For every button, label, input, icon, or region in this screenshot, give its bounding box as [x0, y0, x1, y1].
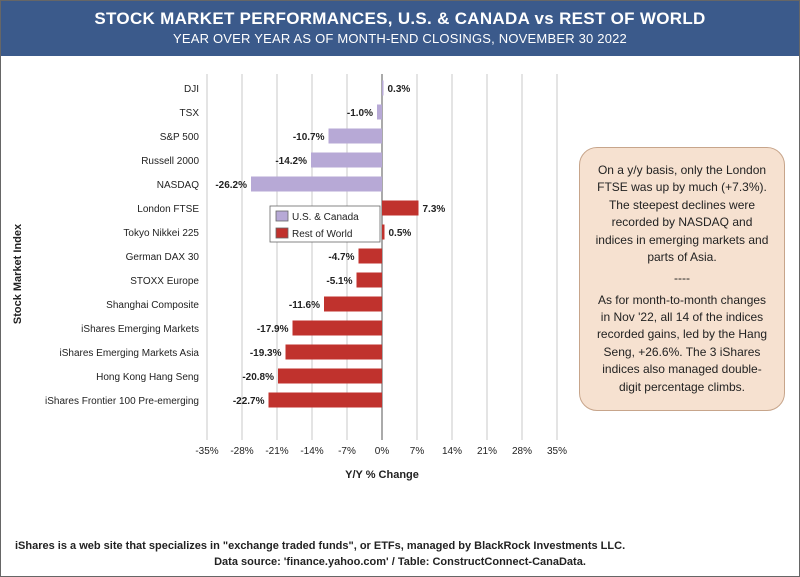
- bar: [382, 81, 384, 96]
- bar-value-label: -1.0%: [347, 108, 373, 119]
- bar: [357, 273, 383, 288]
- bar-value-label: -5.1%: [326, 276, 352, 287]
- y-axis-label-wrap: Stock Market Index: [7, 66, 29, 482]
- category-label: iShares Frontier 100 Pre-emerging: [45, 396, 199, 407]
- category-label: iShares Emerging Markets Asia: [59, 348, 199, 359]
- bar: [382, 201, 419, 216]
- footer-note: iShares is a web site that specializes i…: [15, 539, 785, 554]
- legend-label: Rest of World: [292, 229, 352, 240]
- chart-body: Stock Market Index -35% -28% -21% -14% -7% 0%…: [1, 56, 799, 486]
- x-tick-label: 21%: [477, 446, 497, 457]
- category-label: Tokyo Nikkei 225: [123, 228, 199, 239]
- x-tick-label: 14%: [442, 446, 462, 457]
- bar: [382, 225, 385, 240]
- x-tick-label: -21%: [265, 446, 288, 457]
- legend-label: U.S. & Canada: [292, 212, 359, 223]
- category-label: London FTSE: [137, 204, 199, 215]
- bar-value-label: -26.2%: [215, 180, 247, 191]
- bar: [324, 297, 382, 312]
- bar: [251, 177, 382, 192]
- x-tick-label: -7%: [338, 446, 356, 457]
- bar-value-label: -10.7%: [293, 132, 325, 143]
- legend: U.S. & Canada Rest of World: [270, 206, 380, 242]
- bar-value-label: -4.7%: [328, 252, 354, 263]
- chart-area: -35% -28% -21% -14% -7% 0% 7% 14% 21% 28% 35% DJI 0.…: [29, 66, 569, 482]
- category-label: German DAX 30: [126, 252, 200, 263]
- bar: [269, 393, 383, 408]
- chart-svg: -35% -28% -21% -14% -7% 0% 7% 14% 21% 28% 35% DJI 0.…: [29, 66, 569, 486]
- bar-value-label: -19.3%: [250, 348, 282, 359]
- bar-value-label: -17.9%: [257, 324, 289, 335]
- x-tick-label: -35%: [195, 446, 218, 457]
- x-axis-label: Y/Y % Change: [345, 469, 419, 481]
- bar: [311, 153, 382, 168]
- x-tick-label: 0%: [375, 446, 390, 457]
- bar-value-label: 0.3%: [388, 84, 411, 95]
- chart-frame: STOCK MARKET PERFORMANCES, U.S. & CANADA…: [0, 0, 800, 577]
- bar: [293, 321, 383, 336]
- x-tick-label: 7%: [410, 446, 425, 457]
- x-tick-label: -14%: [300, 446, 323, 457]
- category-label: Russell 2000: [141, 156, 199, 167]
- bar: [329, 129, 383, 144]
- callout-paragraph-2: As for month-to-month changes in Nov '22…: [592, 292, 772, 396]
- category-label: Hong Kong Hang Seng: [96, 372, 199, 383]
- callout-box: On a y/y basis, only the London FTSE was…: [579, 147, 785, 411]
- category-label: iShares Emerging Markets: [81, 324, 199, 335]
- bar: [286, 345, 383, 360]
- bar-value-label: -14.2%: [275, 156, 307, 167]
- bar: [377, 105, 382, 120]
- bar-value-label: -20.8%: [242, 372, 274, 383]
- chart-title: STOCK MARKET PERFORMANCES, U.S. & CANADA…: [1, 9, 799, 29]
- category-label: S&P 500: [160, 132, 200, 143]
- bar: [278, 369, 382, 384]
- header: STOCK MARKET PERFORMANCES, U.S. & CANADA…: [1, 1, 799, 56]
- category-label: STOXX Europe: [130, 276, 199, 287]
- chart-subtitle: YEAR OVER YEAR AS OF MONTH-END CLOSINGS,…: [1, 31, 799, 46]
- bar-value-label: -11.6%: [289, 300, 320, 311]
- bar: [359, 249, 383, 264]
- callout-paragraph-1: On a y/y basis, only the London FTSE was…: [592, 162, 772, 266]
- category-label: Shanghai Composite: [106, 300, 199, 311]
- bar-value-label: 0.5%: [389, 228, 412, 239]
- bar-value-label: 7.3%: [423, 204, 446, 215]
- y-axis-label: Stock Market Index: [12, 224, 24, 324]
- bar-value-label: -22.7%: [233, 396, 265, 407]
- callout-divider: ----: [592, 270, 772, 287]
- x-tick-label: 35%: [547, 446, 567, 457]
- category-label: DJI: [184, 84, 199, 95]
- footer-source: Data source: 'finance.yahoo.com' / Table…: [15, 555, 785, 570]
- x-tick-label: -28%: [230, 446, 253, 457]
- x-tick-label: 28%: [512, 446, 532, 457]
- category-label: NASDAQ: [157, 180, 199, 191]
- footer: iShares is a web site that specializes i…: [15, 539, 785, 570]
- category-label: TSX: [180, 108, 200, 119]
